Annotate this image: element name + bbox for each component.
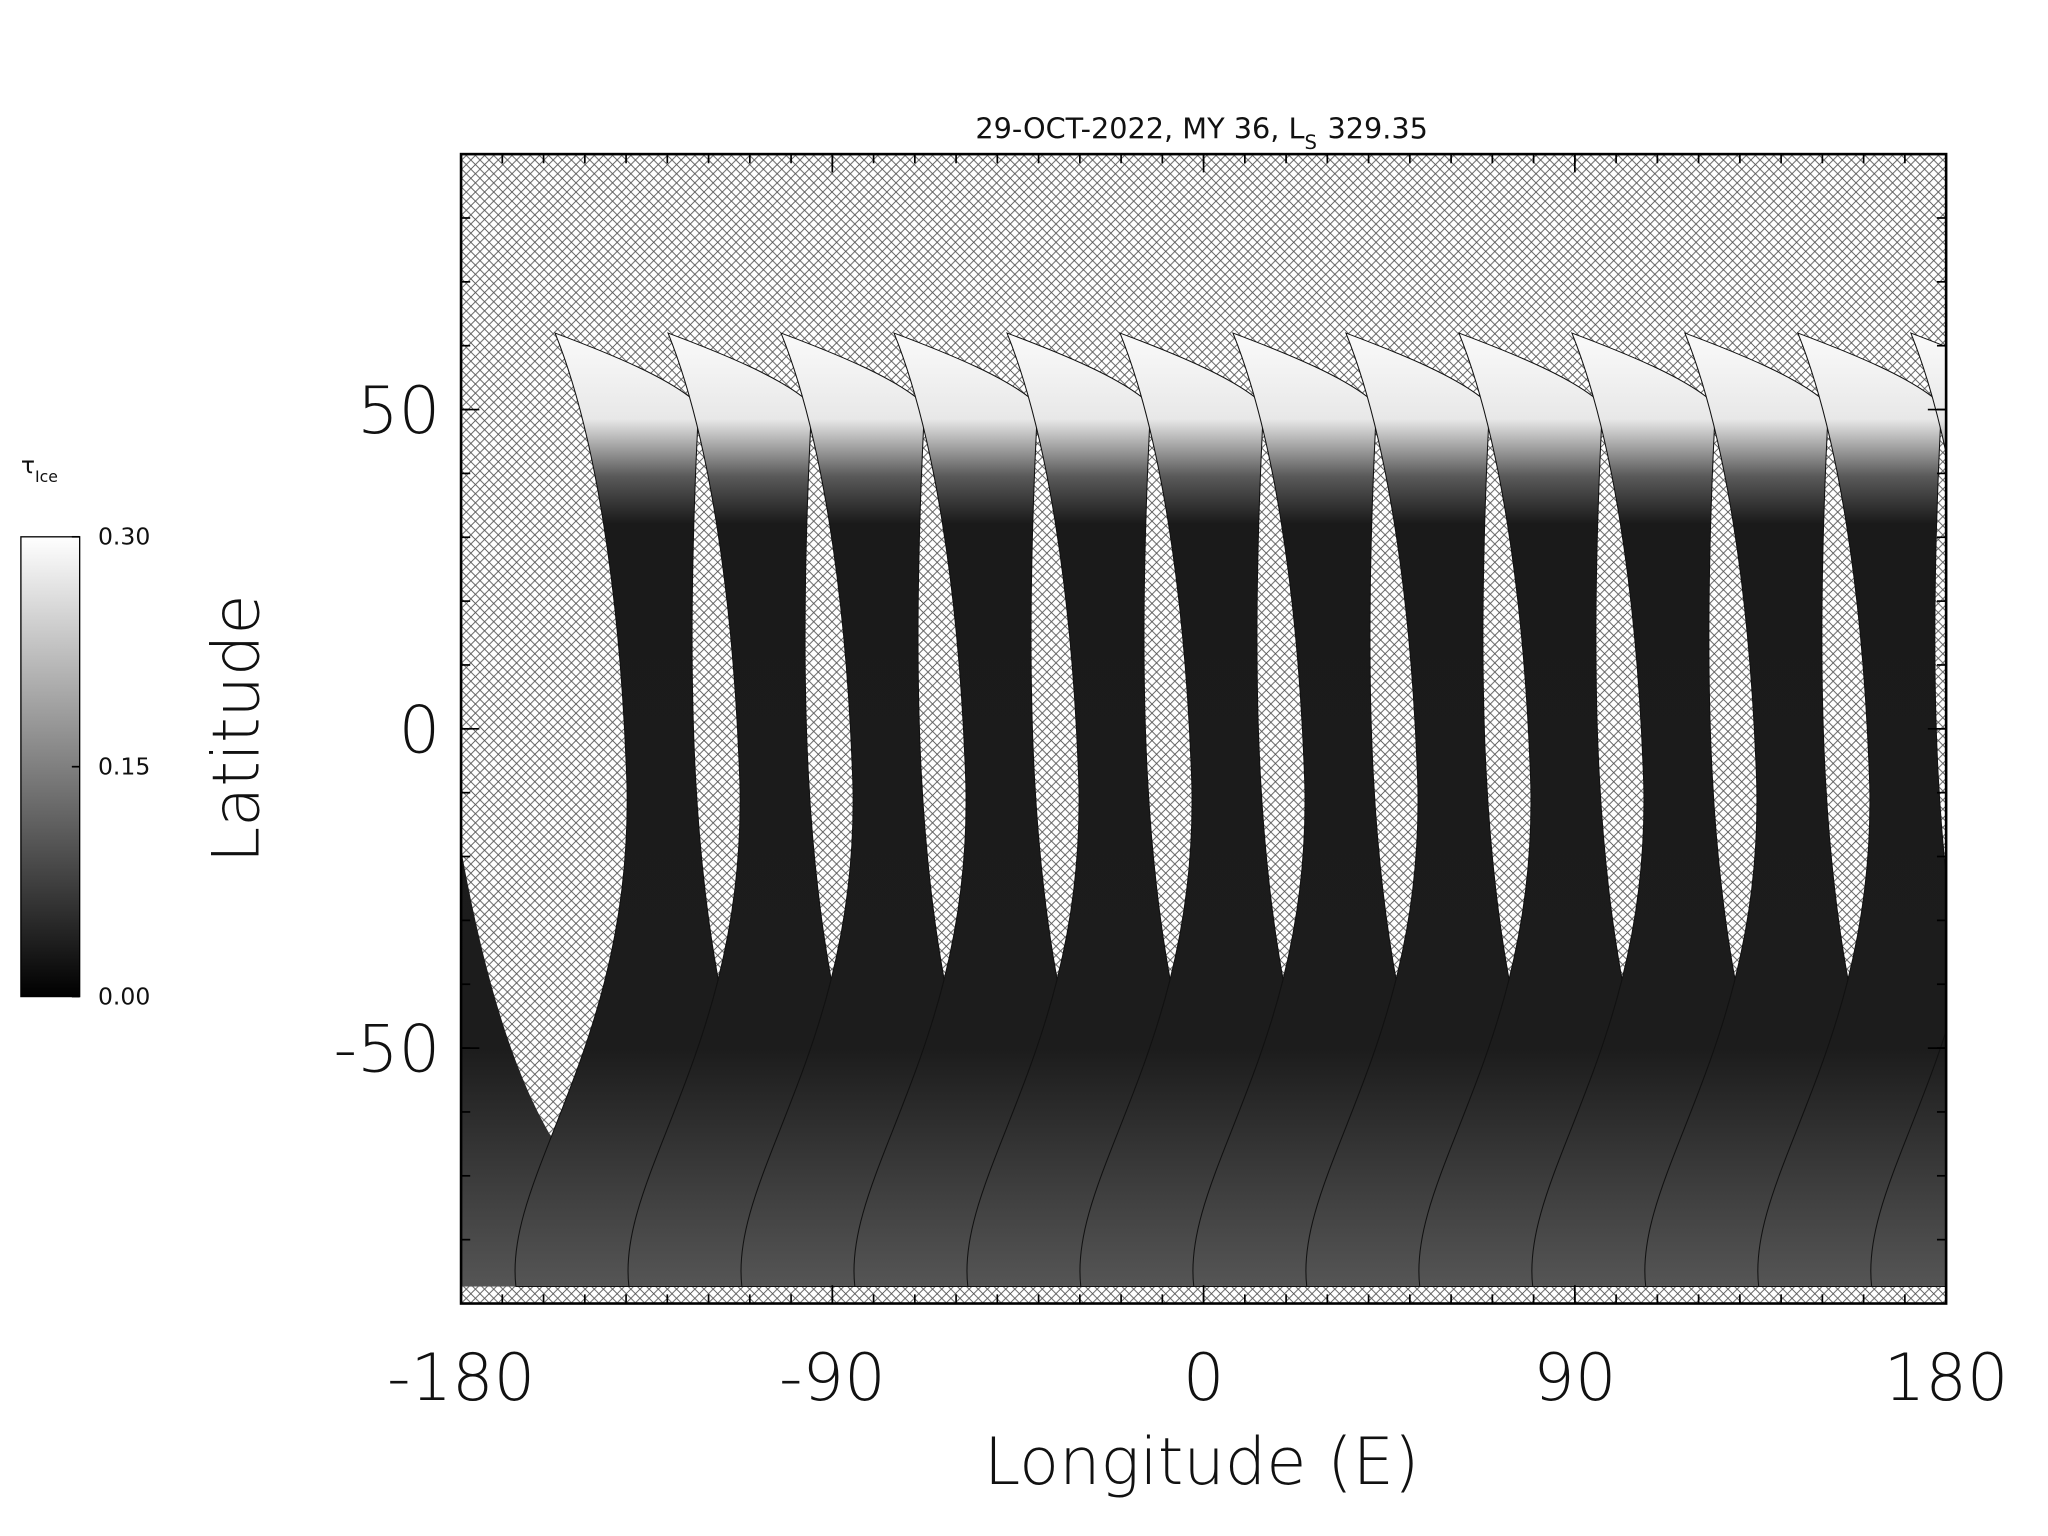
x-tick-label: -180	[387, 1340, 535, 1416]
colorbar-label: τIce	[21, 451, 58, 486]
swath	[1870, 332, 1947, 1288]
west-swath	[461, 848, 627, 1287]
title-subscript: S	[1305, 131, 1317, 154]
x-axis-label: Longitude (E)	[984, 1424, 1419, 1500]
colorbar-symbol: τ	[21, 451, 35, 479]
x-tick-label: 90	[1533, 1340, 1616, 1416]
y-tick-label: -50	[334, 1012, 441, 1088]
plot-area	[459, 152, 1948, 1305]
colorbar-tick-label: 0.30	[98, 523, 150, 551]
colorbar-tick-label: 0.00	[98, 982, 150, 1010]
x-tick-label: -90	[779, 1340, 886, 1416]
y-axis-label: Latitude	[199, 594, 275, 863]
chart-title: 29-OCT-2022, MY 36, LS 329.35	[975, 111, 1428, 153]
y-tick-label: 0	[399, 692, 441, 768]
title-suffix: 329.35	[1327, 111, 1427, 145]
x-tick-label: 180	[1884, 1340, 2009, 1416]
title-main: 29-OCT-2022, MY 36, L	[975, 111, 1304, 145]
x-tick-label: 0	[1183, 1340, 1225, 1416]
colorbar-subscript: Ice	[35, 467, 58, 486]
y-tick-label: 50	[357, 373, 440, 449]
colorbar	[20, 536, 81, 998]
swaths	[461, 332, 1947, 1288]
colorbar-tick-label: 0.15	[98, 753, 150, 781]
